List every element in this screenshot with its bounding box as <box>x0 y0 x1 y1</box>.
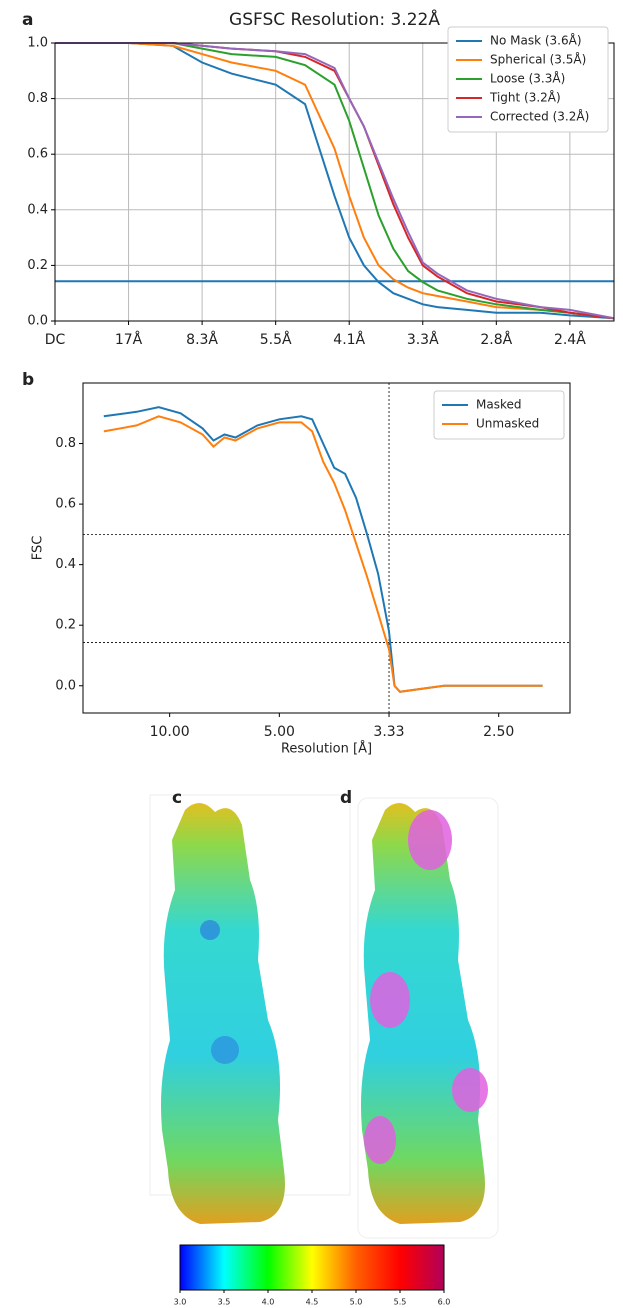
y-tick-label: 0.2 <box>55 618 76 633</box>
x-tick-label: 5.5Å <box>260 331 292 348</box>
fsc-line <box>103 406 543 693</box>
x-tick-label: 2.8Å <box>480 331 512 348</box>
y-tick-label: 0.8 <box>55 436 76 451</box>
y-tick-label: 0.6 <box>27 147 48 162</box>
legend-label: Unmasked <box>476 417 539 431</box>
colorbar-tick-label: 4.5 <box>306 1298 319 1307</box>
legend-box <box>447 26 609 133</box>
x-tick-label: 2.4Å <box>554 331 586 348</box>
colorbar-tick-label: 6.0 <box>438 1298 451 1307</box>
fsc-line <box>55 42 615 320</box>
x-tick-label: 3.3Å <box>407 331 439 348</box>
chart-title: GSFSC Resolution: 3.22Å <box>229 8 440 30</box>
colorbar <box>179 1244 445 1291</box>
y-axis-label: FSC <box>31 536 46 561</box>
panel-label: c <box>172 788 182 808</box>
x-tick-label: 4.1Å <box>333 331 365 348</box>
fsc-line <box>103 415 543 693</box>
y-tick-label: 0.4 <box>55 557 76 572</box>
colorbar-tick-label: 5.0 <box>350 1298 363 1307</box>
fsc-line <box>55 42 615 320</box>
x-tick-label: 10.00 <box>150 724 190 740</box>
panel-label: b <box>22 370 34 390</box>
y-tick-label: 0.0 <box>55 678 76 693</box>
legend-label: Tight (3.2Å) <box>489 90 561 105</box>
y-tick-label: 0.2 <box>27 258 48 273</box>
y-tick-label: 0.4 <box>27 202 48 217</box>
y-tick-label: 0.8 <box>27 91 48 106</box>
legend-label: Masked <box>476 398 521 412</box>
colorbar-tick-label: 3.5 <box>218 1298 231 1307</box>
panel-label: d <box>340 788 352 808</box>
plot-frame <box>54 42 615 322</box>
legend-label: No Mask (3.6Å) <box>490 33 582 48</box>
colorbar-tick-label: 3.0 <box>174 1298 187 1307</box>
x-tick-label: 5.00 <box>264 724 295 740</box>
density-map-c <box>149 794 351 1224</box>
legend-label: Loose (3.3Å) <box>490 71 565 86</box>
fsc-line <box>55 42 615 320</box>
x-tick-label: 17Å <box>115 331 143 348</box>
x-tick-label: DC <box>45 332 66 348</box>
colorbar-tick-label: 4.0 <box>262 1298 275 1307</box>
density-map-d <box>357 797 499 1239</box>
y-tick-label: 1.0 <box>27 36 48 51</box>
legend-box <box>433 390 565 440</box>
panel-label: a <box>22 10 33 30</box>
x-tick-label: 8.3Å <box>186 331 218 348</box>
fsc-line <box>55 42 615 320</box>
y-tick-label: 0.0 <box>27 314 48 329</box>
x-tick-label: 3.33 <box>373 724 404 740</box>
colorbar-tick-label: 5.5 <box>394 1298 407 1307</box>
plot-frame <box>82 382 571 714</box>
x-tick-label: 2.50 <box>483 724 514 740</box>
legend-label: Spherical (3.5Å) <box>490 52 586 67</box>
y-tick-label: 0.6 <box>55 497 76 512</box>
x-axis-label: Resolution [Å] <box>281 741 372 757</box>
legend-label: Corrected (3.2Å) <box>490 109 589 124</box>
